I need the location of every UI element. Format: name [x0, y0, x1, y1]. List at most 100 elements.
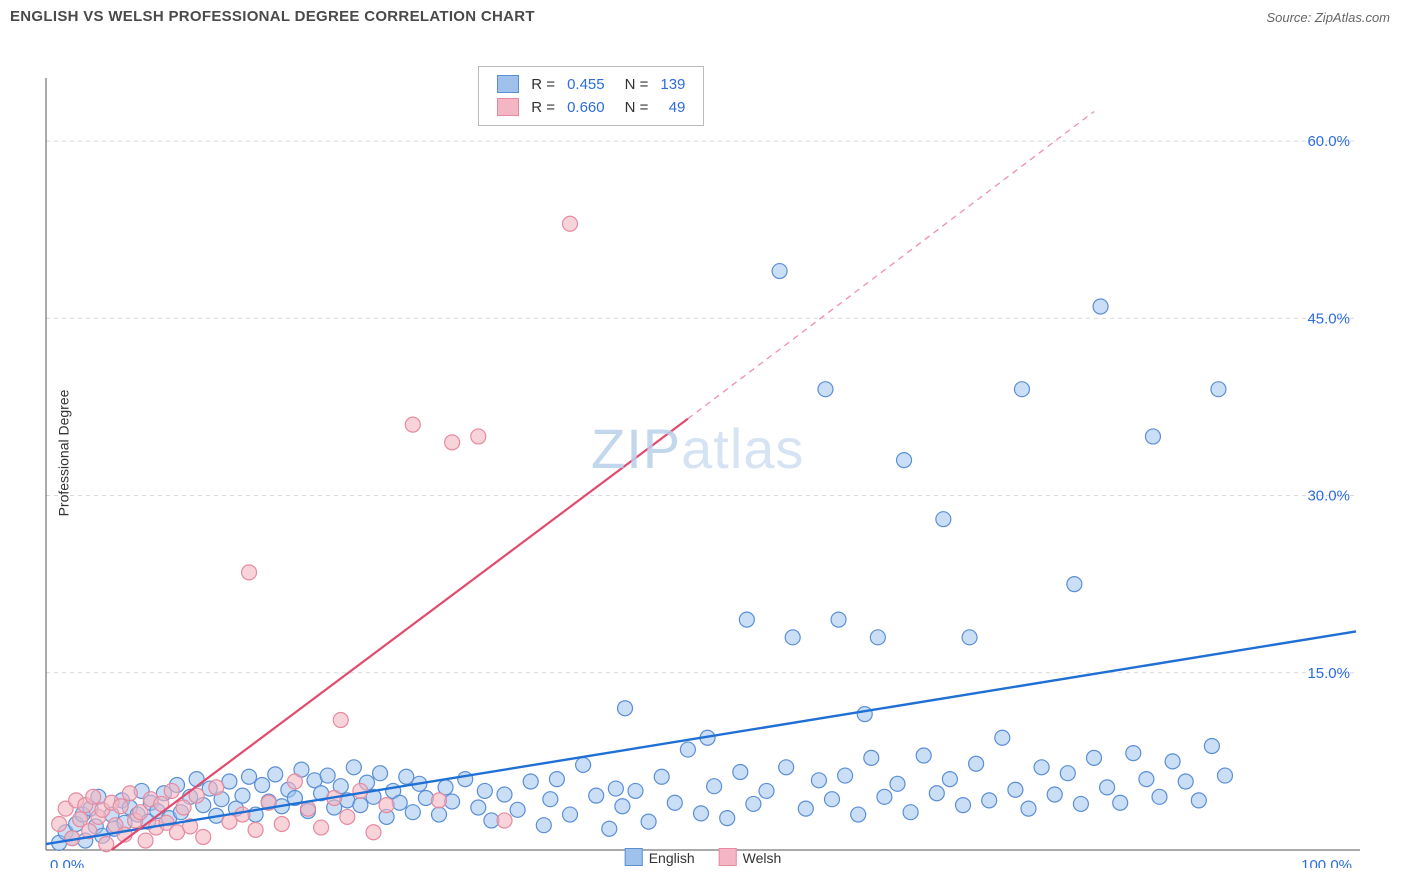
data-point [287, 774, 302, 789]
data-point [903, 805, 918, 820]
data-point [1073, 796, 1088, 811]
data-point [353, 783, 368, 798]
data-point [418, 791, 433, 806]
data-point [1008, 782, 1023, 797]
data-point [779, 760, 794, 775]
data-point [314, 820, 329, 835]
legend-r-value: 0.455 [561, 73, 611, 96]
data-point [694, 806, 709, 821]
data-point [164, 783, 179, 798]
data-point [1034, 760, 1049, 775]
data-point [1113, 795, 1128, 810]
data-point [641, 814, 656, 829]
y-tick-label: 30.0% [1307, 488, 1350, 505]
data-point [340, 809, 355, 824]
data-point [1093, 299, 1108, 314]
data-point [255, 778, 270, 793]
data-point [523, 774, 538, 789]
y-tick-label: 60.0% [1307, 133, 1350, 150]
data-point [1100, 780, 1115, 795]
legend-swatch [497, 75, 519, 93]
data-point [929, 786, 944, 801]
data-point [445, 435, 460, 450]
legend-r-key: R = [525, 96, 561, 119]
data-point [497, 813, 512, 828]
data-point [235, 807, 250, 822]
data-point [543, 792, 558, 807]
data-point [353, 798, 368, 813]
data-point [739, 612, 754, 627]
data-point [851, 807, 866, 822]
data-point [458, 772, 473, 787]
scatter-chart: 15.0%30.0%45.0%60.0%0.0%100.0% [0, 38, 1406, 868]
data-point [667, 795, 682, 810]
legend-item: English [625, 848, 695, 866]
data-point [1067, 577, 1082, 592]
data-point [248, 822, 263, 837]
data-point [86, 789, 101, 804]
data-point [942, 772, 957, 787]
data-point [936, 512, 951, 527]
data-point [477, 783, 492, 798]
data-point [785, 630, 800, 645]
data-point [969, 756, 984, 771]
source-attribution: Source: ZipAtlas.com [1266, 10, 1390, 25]
data-point [268, 767, 283, 782]
data-point [759, 783, 774, 798]
data-point [1060, 766, 1075, 781]
y-tick-label: 15.0% [1307, 665, 1350, 682]
data-point [1165, 754, 1180, 769]
legend-label: Welsh [743, 850, 782, 866]
data-point [746, 796, 761, 811]
legend-swatch [497, 98, 519, 116]
data-point [392, 795, 407, 810]
data-point [1211, 382, 1226, 397]
legend-n-value: 49 [654, 96, 691, 119]
data-point [654, 769, 669, 784]
data-point [618, 701, 633, 716]
data-point [916, 748, 931, 763]
data-point [1126, 746, 1141, 761]
data-point [1021, 801, 1036, 816]
data-point [196, 830, 211, 845]
data-point [274, 817, 289, 832]
data-point [1145, 429, 1160, 444]
data-point [608, 781, 623, 796]
data-point [680, 742, 695, 757]
data-point [818, 382, 833, 397]
data-point [133, 805, 148, 820]
data-point [536, 818, 551, 833]
data-point [995, 730, 1010, 745]
data-point [122, 786, 137, 801]
data-point [1014, 382, 1029, 397]
data-point [432, 793, 447, 808]
data-point [1218, 768, 1233, 783]
data-point [405, 417, 420, 432]
data-point [176, 800, 191, 815]
x-tick-label: 0.0% [50, 857, 84, 868]
data-point [1087, 750, 1102, 765]
data-point [707, 779, 722, 794]
y-tick-label: 45.0% [1307, 310, 1350, 327]
y-axis-label: Professional Degree [55, 390, 71, 517]
data-point [346, 760, 361, 775]
data-point [1139, 772, 1154, 787]
data-point [563, 807, 578, 822]
data-point [563, 216, 578, 231]
data-point [510, 802, 525, 817]
legend-n-key: N = [611, 96, 655, 119]
data-point [825, 792, 840, 807]
data-point [242, 769, 257, 784]
data-point [838, 768, 853, 783]
plot-area: Professional Degree 15.0% 30.0% 45.0% 60.0%… [0, 38, 1406, 868]
data-point [113, 799, 128, 814]
data-point [138, 833, 153, 848]
data-point [864, 750, 879, 765]
data-point [615, 799, 630, 814]
legend-swatch [625, 848, 643, 866]
data-point [1178, 774, 1193, 789]
data-point [897, 453, 912, 468]
data-point [628, 783, 643, 798]
data-point [811, 773, 826, 788]
data-point [589, 788, 604, 803]
